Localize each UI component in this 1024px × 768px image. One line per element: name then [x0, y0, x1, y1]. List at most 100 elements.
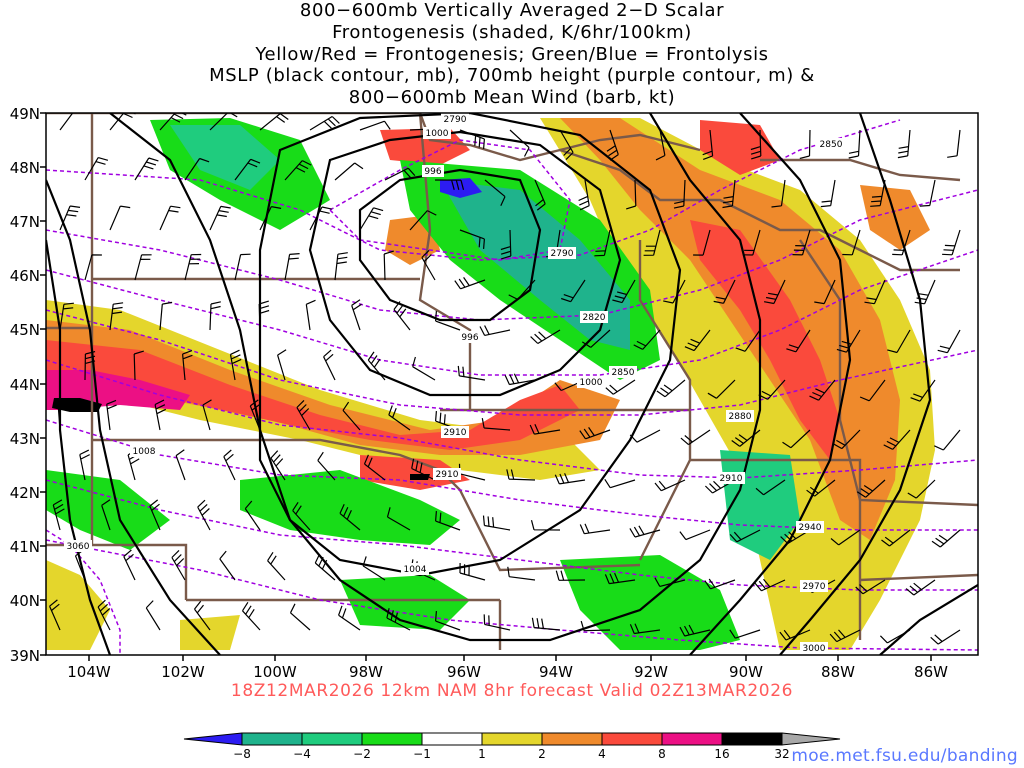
wind-barb [202, 399, 212, 431]
wind-barb [504, 373, 536, 386]
svg-text:1004: 1004 [404, 565, 427, 575]
border-lake-superior [559, 148, 960, 272]
mslp-label-996-south: 996 [459, 331, 481, 343]
hgt-2850 [46, 249, 978, 376]
wind-barb [109, 302, 124, 331]
mslp-1016-west [46, 239, 112, 655]
svg-text:2970: 2970 [803, 582, 826, 592]
fl-north-teal [170, 125, 280, 190]
colorbar-tick-label: 2 [538, 747, 546, 761]
wind-barb [393, 301, 411, 331]
wind-barb [729, 629, 761, 639]
wind-barb [234, 253, 251, 281]
svg-text:2790: 2790 [444, 115, 467, 125]
wind-barb [309, 115, 340, 131]
wind-barb [820, 179, 836, 208]
wind-barb [755, 479, 786, 496]
hgt-2910 [46, 359, 978, 479]
wind-barb [559, 129, 574, 161]
wind-barb [84, 254, 102, 281]
hgt-label-2910-b: 2910 [433, 468, 461, 480]
wind-barb [159, 301, 173, 331]
wind-barb [581, 329, 611, 348]
wind-barb [435, 411, 461, 431]
contour-labels: 1000 996 996 1000 1008 1004 2790 2790 28… [64, 113, 845, 654]
wind-barb [500, 229, 512, 260]
svg-text:2820: 2820 [583, 313, 606, 323]
lat-label-47n: 47N [10, 213, 40, 231]
wind-barb [832, 429, 861, 450]
title-line-5: 800−600mb Mean Wind (barb, kt) [348, 87, 676, 109]
lat-label-44n: 44N [10, 376, 40, 394]
wind-barb [814, 279, 836, 305]
colorbar-segment [601, 732, 663, 746]
wind-barb [175, 449, 186, 481]
wind-barb [270, 450, 286, 481]
wind-barb [779, 629, 811, 641]
lon-label-90w: 90W [729, 663, 763, 681]
wind-barb [905, 579, 936, 596]
wind-barb [606, 129, 619, 161]
fg-mid-red [360, 455, 470, 490]
hgt-label-2850: 2850 [609, 366, 637, 378]
wind-barb [914, 279, 936, 305]
mslp-1012-east [689, 113, 852, 655]
lat-label-41n: 41N [10, 538, 40, 556]
wind-barb [284, 160, 312, 181]
svg-text:996: 996 [424, 167, 441, 177]
colorbar-tick-label: 32 [774, 747, 789, 761]
wind-barb [479, 325, 511, 336]
wind-barb [97, 599, 111, 631]
colorbar-segment-min [183, 732, 243, 746]
wind-barb [482, 515, 511, 531]
lon-label-104w: 104W [67, 663, 111, 681]
lon-label-96w: 96W [447, 663, 481, 681]
wind-barb [57, 400, 68, 431]
border-co-ne [46, 543, 188, 600]
wind-barb [836, 329, 861, 353]
latitude-axis: 49N 48N 47N 46N 45N 44N 43N 42N 41N 40N … [10, 105, 46, 665]
svg-text:1000: 1000 [580, 378, 603, 388]
mslp-1008 [109, 113, 762, 642]
wind-barb [722, 179, 736, 209]
wind-barb [731, 429, 761, 447]
hgt-label-3000: 3000 [800, 642, 828, 654]
border-minnesota [418, 113, 472, 410]
lon-label-94w: 94W [539, 663, 573, 681]
lat-label-49n: 49N [10, 105, 40, 123]
lon-label-98w: 98W [349, 663, 383, 681]
colorbar-tick-label: −4 [293, 747, 311, 761]
hgt-label-2880: 2880 [726, 410, 754, 422]
lat-label-48n: 48N [10, 159, 40, 177]
lon-label-88w: 88W [821, 663, 855, 681]
wind-barb [334, 252, 348, 281]
wind-barb [106, 399, 117, 431]
svg-text:2910: 2910 [444, 428, 467, 438]
lat-label-46n: 46N [10, 267, 40, 285]
fg-sw-yellow [46, 560, 110, 650]
wind-barb [386, 507, 411, 531]
wind-barb [459, 129, 485, 149]
colorbar-segment [301, 732, 363, 746]
wind-barb [209, 301, 221, 331]
wind-barb [171, 549, 186, 581]
wind-barb [579, 427, 611, 440]
border-lake-michigan [799, 239, 978, 507]
wind-barb [59, 205, 81, 231]
wind-barb [655, 129, 666, 161]
wind-barb [219, 550, 236, 581]
lon-label-102w: 102W [161, 663, 205, 681]
border-east-ky [859, 573, 978, 582]
wind-barb [809, 379, 836, 401]
colorbar-tick-label: 8 [658, 747, 666, 761]
wind-barb [579, 523, 611, 535]
wind-barb [530, 520, 561, 531]
colorbar-segment [361, 732, 423, 746]
border-mo [458, 489, 641, 572]
wind-barb [786, 329, 811, 353]
wind-barb [305, 299, 316, 331]
map-title: 800−600mb Vertically Averaged 2−D Scalar… [0, 0, 1024, 109]
wind-barb [729, 529, 761, 543]
colorbar-segment-max [781, 732, 841, 746]
colorbar-segment [721, 732, 783, 746]
